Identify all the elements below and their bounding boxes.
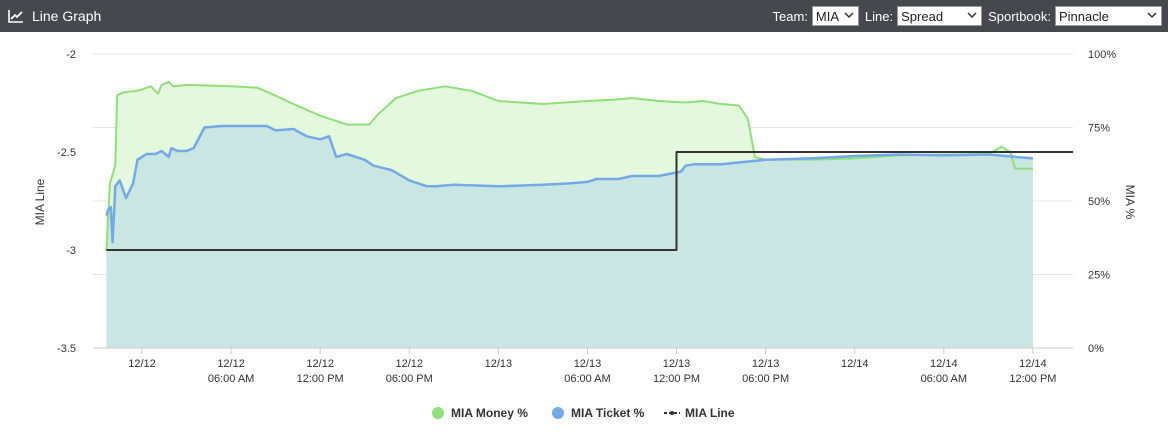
series-lines	[105, 80, 1073, 252]
x-axis-tick-label: 06:00 PM	[742, 373, 789, 385]
legend-symbol[interactable]	[552, 407, 564, 419]
x-axis-tick-label: 12:00 PM	[653, 373, 700, 385]
line-select-value: Spread	[901, 8, 944, 24]
legend-item-label[interactable]: MIA Money %	[451, 406, 528, 420]
chevron-down-icon	[844, 12, 854, 19]
x-axis-tick-label: 12/14	[930, 358, 958, 370]
chevron-down-icon	[1147, 12, 1157, 19]
team-select-value: MIA	[815, 8, 840, 24]
x-axis: 12/12 12/12 06:00 AM 12/12 12:00 PM 12/12 06:0…	[93, 347, 1073, 385]
right-axis-tick-label: 75%	[1088, 123, 1110, 135]
x-axis-tick-label: 12/13	[574, 358, 602, 370]
line-label: Line:	[864, 8, 894, 24]
left-axis-tick-label: -2	[66, 49, 76, 61]
top-bar: Line Graph Team: MIA Line: Spread Sportb…	[0, 0, 1168, 32]
right-axis-tick-label: 100%	[1088, 49, 1116, 61]
legend-item-label[interactable]: MIA Line	[685, 406, 735, 420]
x-axis-tick-label: 12/13	[752, 358, 780, 370]
line-chart: -2 -2.5 -3 -3.5 100% 75% 50% 25% 0% 12/12 12/12 0…	[33, 49, 1137, 420]
chevron-down-icon	[967, 12, 977, 19]
x-axis-tick-label: 12/14	[1019, 358, 1047, 370]
sportsbook-select-value: Pinnacle	[1059, 8, 1109, 24]
legend-item-label[interactable]: MIA Ticket %	[571, 406, 645, 420]
line-select[interactable]: Spread	[897, 6, 983, 26]
x-axis-tick-label: 12/12	[128, 358, 156, 370]
right-axis-tick-label: 0%	[1088, 343, 1104, 355]
series-area-1	[106, 126, 1033, 348]
series-line-0	[105, 80, 1033, 252]
team-label: Team:	[772, 8, 808, 24]
x-axis-tick-label: 06:00 AM	[208, 373, 254, 385]
legend-symbol-marker	[670, 411, 674, 415]
series-line-2	[106, 151, 1073, 251]
legend-symbol[interactable]	[432, 407, 444, 419]
x-axis-tick-label: 12/13	[485, 358, 513, 370]
x-axis-tick-label: 12/12	[306, 358, 334, 370]
left-axis-tick-label: -3	[66, 245, 76, 257]
x-axis-tick-label: 12/14	[841, 358, 869, 370]
right-axis-title: MIA %	[1123, 185, 1137, 220]
right-axis-tick-label: 25%	[1088, 270, 1110, 282]
left-axis-title: MIA Line	[33, 178, 47, 225]
right-axis-tick-label: 50%	[1088, 196, 1110, 208]
x-axis-tick-label: 12/12	[396, 358, 424, 370]
x-axis-tick-label: 12:00 PM	[297, 373, 344, 385]
series-line-1	[105, 124, 1034, 244]
x-axis-tick-label: 12/12	[217, 358, 245, 370]
x-axis-tick-label: 06:00 AM	[921, 373, 967, 385]
team-select[interactable]: MIA	[811, 6, 859, 26]
sportsbook-label: Sportbook:	[988, 8, 1051, 24]
x-axis-tick-label: 12:00 PM	[1009, 373, 1056, 385]
right-axis: 100% 75% 50% 25% 0%	[1088, 49, 1116, 355]
x-axis-tick-label: 12/13	[663, 358, 691, 370]
page-title: Line Graph	[32, 8, 102, 24]
brand: Line Graph	[8, 0, 101, 32]
left-axis-tick-label: -2.5	[57, 147, 76, 159]
filter-controls: Team: MIA Line: Spread Sportbook: Pinnac…	[771, 0, 1162, 32]
sportsbook-select[interactable]: Pinnacle	[1055, 6, 1162, 26]
left-axis-tick-label: -3.5	[57, 343, 76, 355]
x-axis-tick-label: 06:00 PM	[386, 373, 433, 385]
left-axis: -2 -2.5 -3 -3.5	[57, 49, 76, 355]
x-axis-tick-label: 06:00 AM	[564, 373, 610, 385]
line-chart-icon	[8, 10, 23, 23]
series-areas	[106, 81, 1033, 349]
legend: MIA Money % MIA Ticket % MIA Line	[432, 406, 735, 420]
